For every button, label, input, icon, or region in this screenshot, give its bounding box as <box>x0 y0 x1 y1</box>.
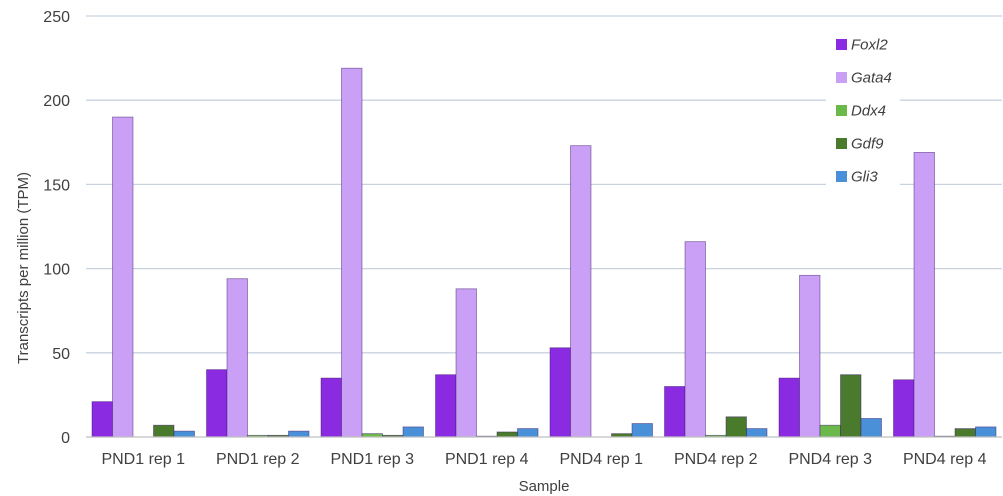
y-tick-label: 100 <box>43 262 70 279</box>
bar-gata4-1 <box>112 116 134 438</box>
bar-foxl2-5 <box>549 347 571 438</box>
bar-gli3-3 <box>402 426 424 438</box>
legend-swatch-gdf9 <box>836 138 847 149</box>
y-tick-label: 0 <box>61 430 70 447</box>
bar-gli3-7 <box>860 418 882 438</box>
y-tick-label: 250 <box>43 9 70 26</box>
x-tick-label: PND4 rep 3 <box>788 451 872 468</box>
bar-gdf9-1 <box>153 424 175 438</box>
bars <box>91 67 997 438</box>
bar-gdf9-6 <box>725 416 747 438</box>
y-tick-label: 200 <box>43 93 70 110</box>
bar-gdf9-7 <box>840 374 862 438</box>
bar-gli3-1 <box>173 430 195 438</box>
bar-foxl2-1 <box>91 401 113 438</box>
y-tick-label: 50 <box>52 346 70 363</box>
legend-swatch-foxl2 <box>836 39 847 50</box>
bar-foxl2-3 <box>320 377 342 438</box>
bar-foxl2-7 <box>778 377 800 438</box>
bar-foxl2-6 <box>664 386 686 438</box>
bar-foxl2-2 <box>206 369 228 438</box>
y-axis-title: Transcripts per million (TPM) <box>15 172 32 364</box>
bar-foxl2-4 <box>435 374 457 438</box>
legend-swatch-gli3 <box>836 171 847 182</box>
bar-gata4-4 <box>455 288 477 438</box>
bar-gdf9-4 <box>496 431 518 438</box>
bar-gata4-8 <box>913 152 935 438</box>
x-tick-label: PND1 rep 3 <box>330 451 414 468</box>
x-tick-label: PND1 rep 1 <box>101 451 185 468</box>
bar-gli3-5 <box>631 423 653 438</box>
legend-swatch-ddx4 <box>836 105 847 116</box>
axes: 0 50 100 150 200 250 PND1 rep 1 PND1 rep 2 PND1 … <box>43 9 1002 468</box>
bar-gata4-7 <box>799 274 821 438</box>
bar-ddx4-7 <box>819 424 841 438</box>
legend: Foxl2 Gata4 Ddx4 Gdf9 Gli3 <box>826 26 900 191</box>
bar-gata4-2 <box>226 278 248 438</box>
x-axis-title: Sample <box>519 478 570 495</box>
bar-gdf9-8 <box>954 428 976 438</box>
bar-gli3-2 <box>288 430 310 438</box>
x-tick-label: PND1 rep 2 <box>216 451 300 468</box>
bar-gli3-8 <box>975 426 997 438</box>
legend-label-gli3: Gli3 <box>851 169 878 186</box>
bar-foxl2-8 <box>893 379 915 438</box>
bar-gli3-6 <box>746 428 768 438</box>
bar-gata4-3 <box>341 67 363 438</box>
bar-gata4-5 <box>570 145 592 438</box>
bar-gata4-6 <box>684 241 706 438</box>
y-tick-label: 150 <box>43 177 70 194</box>
legend-label-gata4: Gata4 <box>851 70 892 87</box>
x-tick-label: PND4 rep 1 <box>559 451 643 468</box>
legend-label-foxl2: Foxl2 <box>851 37 888 54</box>
legend-label-gdf9: Gdf9 <box>851 136 884 153</box>
legend-swatch-gata4 <box>836 72 847 83</box>
x-tick-label: PND1 rep 4 <box>445 451 529 468</box>
x-tick-label: PND4 rep 2 <box>674 451 758 468</box>
x-tick-label: PND4 rep 4 <box>903 451 987 468</box>
legend-label-ddx4: Ddx4 <box>851 103 886 120</box>
bar-gli3-4 <box>517 428 539 438</box>
